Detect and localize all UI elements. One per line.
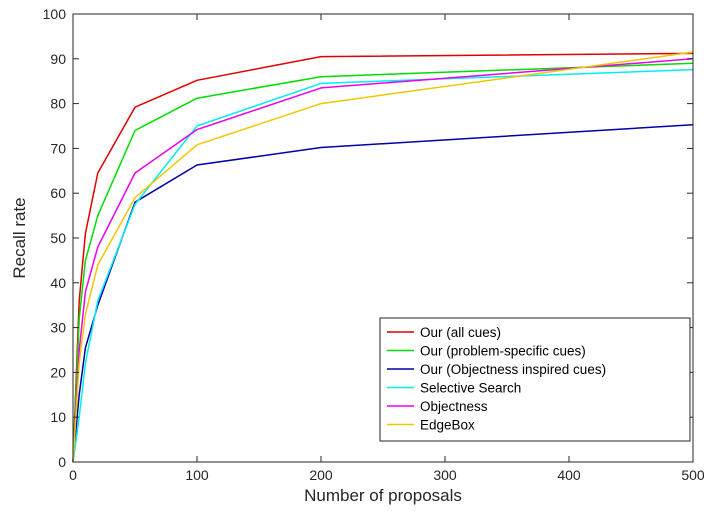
y-tick-label-6: 60 [50,185,66,201]
y-tick-label-0: 0 [58,454,66,470]
series-line-1 [72,62,694,463]
x-tick-label-3: 300 [433,467,457,483]
y-tick-label-8: 80 [50,96,66,112]
y-tick-label-1: 10 [50,409,66,425]
y-axis-label: Recall rate [10,197,29,278]
x-axis-label: Number of proposals [304,486,462,505]
y-tick-label-9: 90 [50,51,66,67]
x-tick-label-2: 200 [309,467,333,483]
legend-label-4: Objectness [420,399,488,414]
legend-label-5: EdgeBox [420,418,475,433]
x-tick-label-1: 100 [185,467,209,483]
y-tick-label-3: 30 [50,320,66,336]
legend-label-3: Selective Search [420,381,521,396]
y-tick-label-4: 40 [50,275,66,291]
y-tick-label-7: 70 [50,140,66,156]
x-tick-label-5: 500 [681,467,704,483]
legend-box [379,317,691,442]
series-line-3 [72,68,694,463]
legend-label-0: Our (all cues) [420,325,501,340]
x-tick-label-0: 0 [69,467,77,483]
series-layer [72,51,694,463]
y-tick-label-5: 50 [50,230,66,246]
y-tick-label-10: 100 [43,6,67,22]
ticks-layer: 0 100 200 300 400 500 0 10 20 30 40 50 60 70 80 90 100 [43,6,704,483]
y-tick-label-2: 20 [50,364,66,380]
series-line-4 [72,58,694,463]
x-tick-label-4: 400 [557,467,581,483]
legend: Our (all cues) Our (problem-specific cues… [379,317,691,442]
legend-label-1: Our (problem-specific cues) [420,344,586,359]
series-line-5 [72,51,694,463]
series-line-0 [72,52,694,463]
legend-label-2: Our (Objectness inspired cues) [420,362,606,377]
